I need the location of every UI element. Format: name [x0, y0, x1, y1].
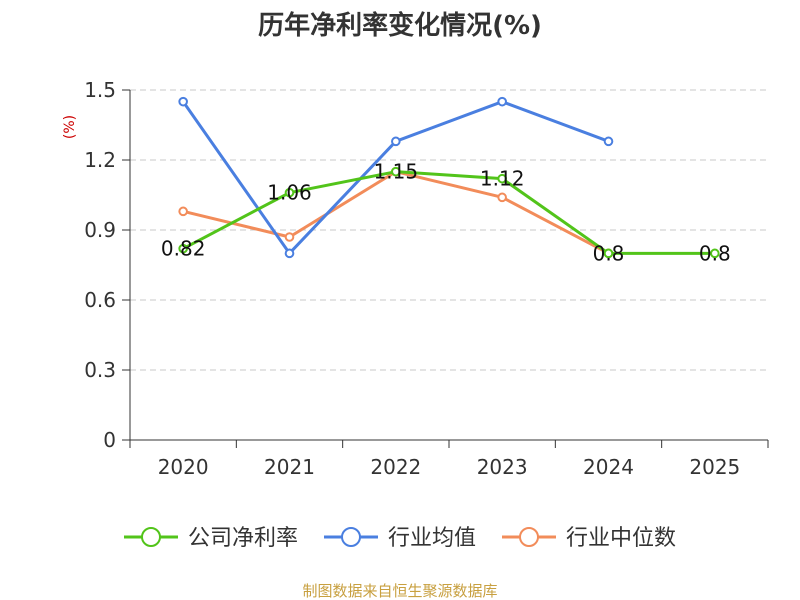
data-point	[497, 173, 507, 184]
y-tick-label: 0.9	[84, 218, 116, 242]
data-point	[391, 136, 401, 147]
grid-lines	[130, 89, 768, 371]
data-point	[603, 248, 614, 259]
y-axis-label: (%)	[62, 115, 78, 139]
y-tick-label: 0.3	[84, 358, 116, 382]
legend: 公司净利率 行业均值 行业中位数	[124, 526, 676, 551]
y-tick-label: 1.5	[84, 78, 116, 102]
chart-title: 历年净利率变化情况(%)	[258, 10, 542, 41]
data-point	[178, 96, 188, 107]
legend-label: 行业中位数	[566, 526, 676, 551]
legend-item-1: 行业均值	[324, 526, 476, 551]
legend-marker	[519, 527, 539, 547]
x-tick-label: 2023	[477, 455, 528, 479]
data-label: 0.8	[699, 241, 731, 265]
x-tick-label: 2022	[370, 455, 421, 479]
series-line-0	[182, 170, 715, 255]
series-line-2	[182, 170, 610, 255]
axes: 0 0.3 0.6 0.9 1.2 1.5 2020 2021 2022 2023 2024 2025	[84, 78, 769, 479]
y-tick-label: 0	[103, 428, 116, 452]
data-point	[497, 192, 507, 203]
x-tick-label: 2024	[583, 455, 634, 479]
series-layer	[178, 96, 720, 259]
data-point	[178, 243, 188, 254]
data-label: 1.12	[480, 167, 525, 191]
legend-item-0: 公司净利率	[124, 526, 298, 551]
legend-item-2: 行业中位数	[502, 526, 676, 551]
data-label: 1.06	[267, 181, 312, 205]
data-point	[284, 248, 295, 259]
data-point	[391, 166, 401, 177]
data-label: 1.15	[374, 160, 419, 184]
source-note: 制图数据来自恒生聚源数据库	[302, 582, 497, 600]
data-point	[284, 187, 295, 198]
data-point	[603, 136, 614, 147]
y-tick-label: 0.6	[84, 288, 116, 312]
legend-marker	[141, 527, 161, 547]
data-point	[497, 96, 507, 107]
data-labels: 0.82 1.06 1.15 1.12 0.8 0.8	[161, 160, 731, 266]
data-point	[710, 248, 720, 259]
data-label: 0.82	[161, 237, 206, 261]
legend-label: 行业均值	[388, 526, 476, 551]
x-tick-label: 2020	[158, 455, 209, 479]
legend-marker	[341, 527, 361, 547]
data-point	[284, 232, 295, 242]
data-point	[178, 206, 188, 217]
x-tick-label: 2025	[689, 455, 740, 479]
x-tick-label: 2021	[264, 455, 315, 479]
data-label: 0.8	[593, 241, 625, 265]
y-tick-label: 1.2	[84, 148, 116, 172]
legend-label: 公司净利率	[188, 526, 298, 551]
